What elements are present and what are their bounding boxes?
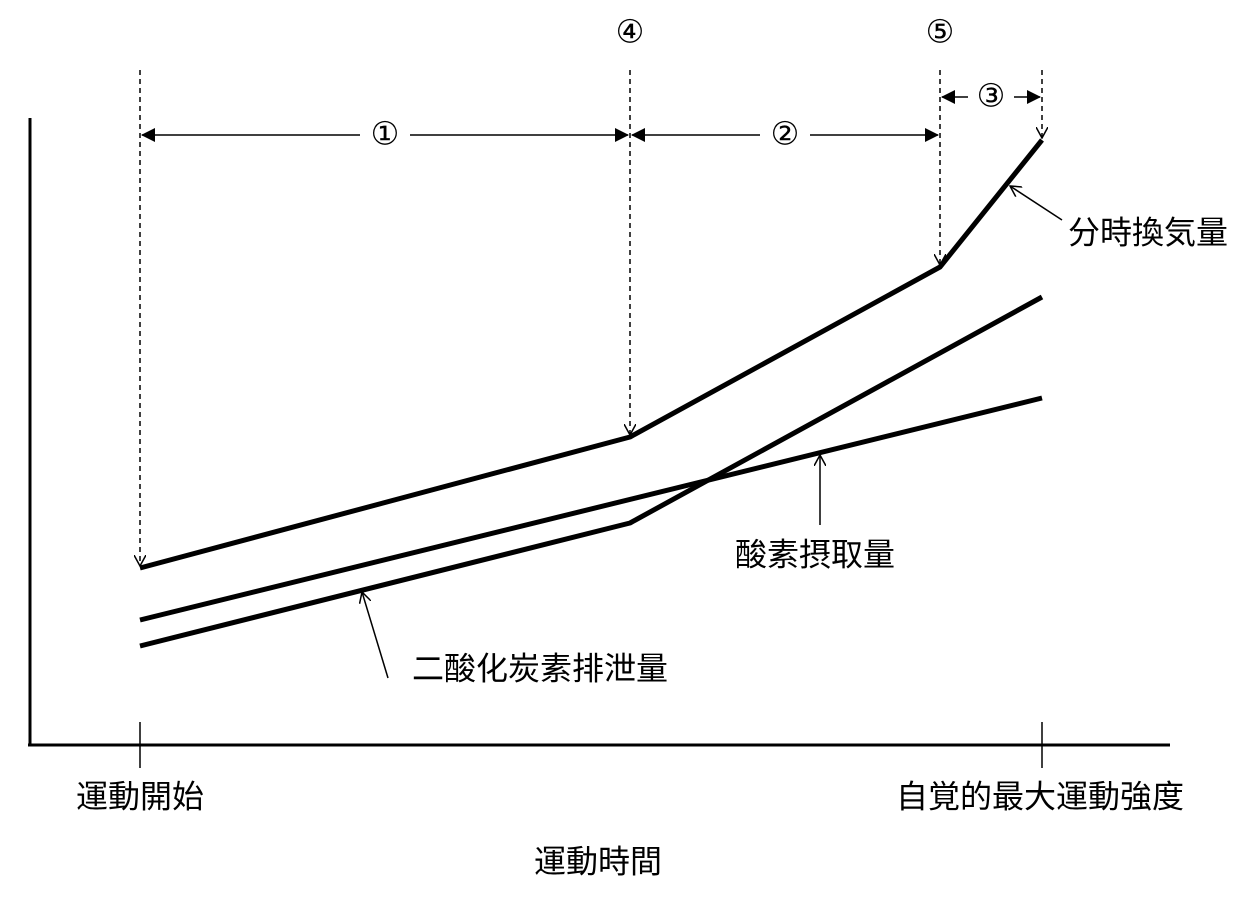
marker-label: ⑤: [926, 13, 955, 49]
interval-label: ①: [371, 115, 400, 151]
curve-label: 酸素摂取量: [735, 536, 895, 572]
curve-label: 分時換気量: [1068, 214, 1228, 250]
interval-label: ③: [977, 77, 1006, 113]
ventilation-curve: [139, 138, 1044, 571]
co2-curve: [139, 294, 1044, 649]
x-end-label: 自覚的最大運動強度: [896, 778, 1184, 814]
interval-label: ②: [771, 115, 800, 151]
pointer: [1010, 186, 1063, 221]
x-start-label: 運動開始: [76, 778, 204, 814]
curve-label: 二酸化炭素排泄量: [412, 650, 668, 686]
oxygen-curve: [139, 395, 1043, 623]
pointer: [362, 592, 389, 679]
x-axis-title: 運動時間: [534, 843, 662, 879]
marker-label: ④: [616, 13, 645, 49]
